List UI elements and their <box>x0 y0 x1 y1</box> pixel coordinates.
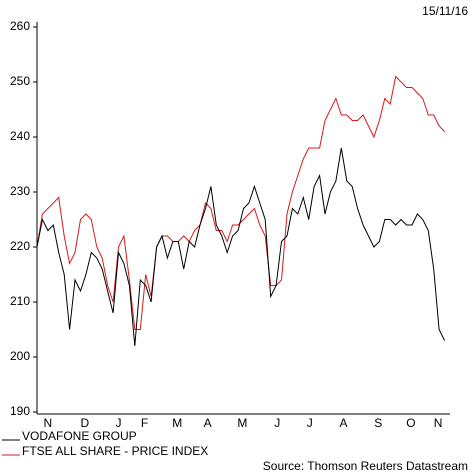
x-tick-label: J <box>274 416 280 430</box>
y-tick-label: 250 <box>10 74 30 88</box>
x-tick-label: S <box>374 416 382 430</box>
y-tick-label: 220 <box>10 239 30 253</box>
source: Source: Thomson Reuters Datastream <box>263 459 468 473</box>
x-tick-label: M <box>237 416 247 430</box>
y-tick-label: 260 <box>10 19 30 33</box>
y-tick-label: 210 <box>10 294 30 308</box>
x-tick-label: J <box>116 416 122 430</box>
y-tick-label: 200 <box>10 349 30 363</box>
series-line <box>36 75 445 330</box>
y-tick-label: 190 <box>10 404 30 418</box>
x-tick-label: J <box>307 416 313 430</box>
x-tick-label: F <box>141 416 148 430</box>
x-tick-label: D <box>80 416 89 430</box>
date-label: 15/11/16 <box>422 4 468 18</box>
x-tick-label: N <box>44 416 53 430</box>
x-tick-label: A <box>339 416 347 430</box>
x-tick-label: M <box>172 416 182 430</box>
x-tick-label: O <box>406 416 415 430</box>
y-tick-label: 230 <box>10 184 30 198</box>
legend-label: VODAFONE GROUP <box>22 429 137 443</box>
x-tick-label: A <box>204 416 212 430</box>
legend-label: FTSE ALL SHARE - PRICE INDEX <box>22 444 208 458</box>
y-tick-label: 240 <box>10 129 30 143</box>
series-line <box>36 147 446 347</box>
x-tick-label: N <box>434 416 443 430</box>
